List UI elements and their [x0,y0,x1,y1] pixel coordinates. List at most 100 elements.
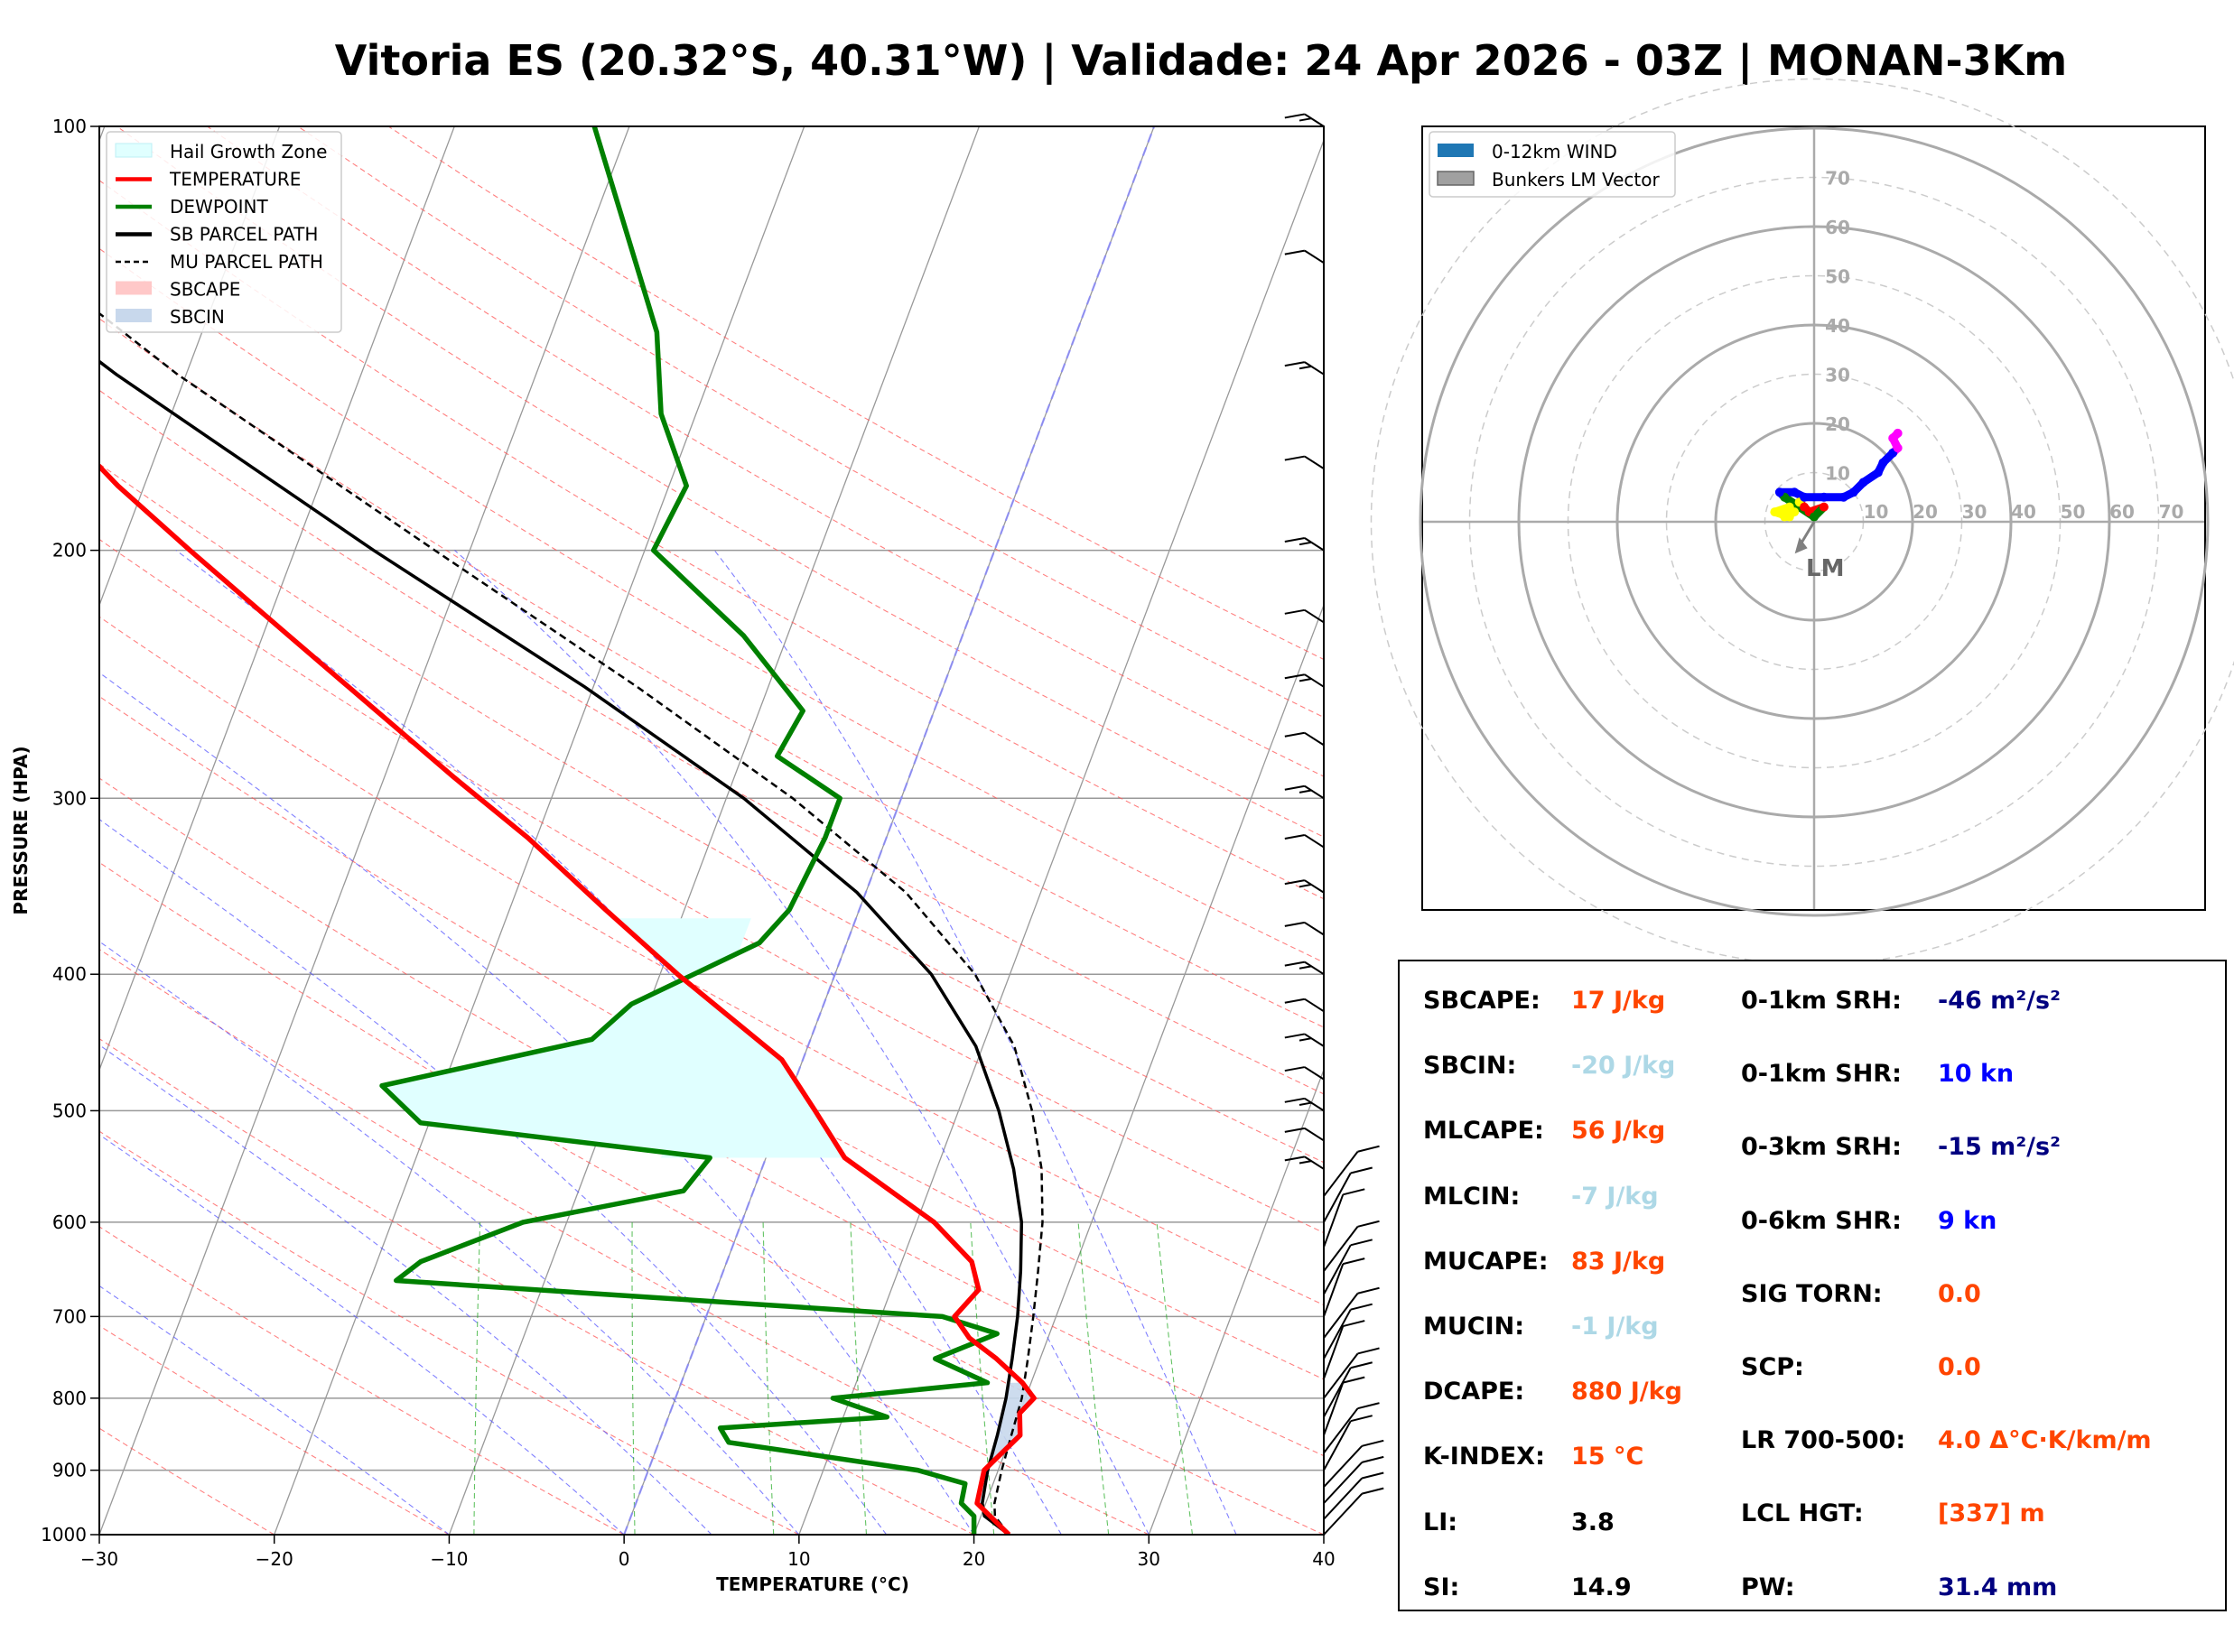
wind-barb-flag [1284,1066,1306,1072]
isotherm-line [973,603,1324,1535]
wind-barb-staff [1304,608,1325,624]
wind-barb-flag [1284,1155,1306,1162]
dry-adiabat [99,777,1324,1457]
wind-barb-flag [1362,1439,1384,1447]
y-tick-label: 200 [52,540,87,561]
wind-barb-staff [1304,1066,1325,1081]
hail-growth-zone [382,918,845,1158]
wind-barb-staff [1304,1097,1325,1112]
wind-barb-flag [1299,1101,1312,1106]
param-value: 17 J/kg [1571,987,1666,1015]
wind-barb-staff [1304,455,1325,469]
y-tick-label: 1000 [41,1524,87,1545]
wind-barb-flag [1284,784,1306,791]
wind-barb-staff [1304,961,1325,976]
y-tick-label: 600 [52,1211,87,1233]
dry-adiabat [207,126,1324,777]
legend-label: TEMPERATURE [169,169,301,190]
wind-barb-flag [1284,879,1306,886]
wind-barb-flag [1343,1376,1365,1384]
param-value: 0.0 [1938,1353,1981,1381]
param-label: SBCIN: [1423,1052,1517,1081]
wind-barb-staff [1323,1309,1352,1360]
wind-barb [1284,1066,1325,1081]
chart-title: Vitoria ES (20.32°S, 40.31°W) | Validade… [334,36,2068,85]
param-label: MUCAPE: [1423,1247,1549,1276]
legend-label: SB PARCEL PATH [170,224,318,246]
skewt-ylabel: PRESSURE (HPA) [10,746,32,914]
wind-barb-staff [1304,537,1325,552]
wind-barb-staff [1304,249,1325,265]
param-label: SCP: [1741,1353,1804,1381]
wind-barb-staff [1304,1155,1325,1170]
wind-barb-staff [1323,1445,1363,1488]
wind-barb-staff [1323,1352,1359,1399]
skewt-xlabel: TEMPERATURE (°C) [716,1573,909,1595]
wind-barb-staff [1304,834,1325,849]
dry-adiabat [99,1038,974,1535]
wind-barb [1323,1487,1384,1536]
wind-barb-staff [1304,784,1325,800]
dewpoint-line [379,126,1000,1535]
moist-adiabat [99,1044,712,1535]
dry-adiabat [99,1427,275,1535]
x-tick-label: 20 [963,1548,985,1570]
param-value: 4.0 Δ°C·K/km/m [1938,1426,2152,1455]
param-label: LI: [1423,1508,1458,1536]
y-tick-label: 500 [52,1100,87,1121]
moist-adiabat [99,818,888,1535]
param-value: 56 J/kg [1571,1117,1666,1146]
isotherm-line [798,138,1324,1535]
wind-barb-flag [1299,965,1312,970]
wind-barb-flag [1362,1487,1384,1495]
wind-barb-flag [1284,921,1306,927]
param-value: 31.4 mm [1938,1573,2058,1601]
param-value: [337] m [1938,1499,2045,1528]
wind-barb [1323,1376,1365,1436]
wind-barb [1284,961,1325,976]
wind-barb-staff [1323,1462,1363,1504]
wind-barb-flag [1299,1160,1312,1165]
wind-barb-flag [1357,1145,1380,1153]
moist-adiabat [99,1134,625,1535]
wind-barb-flag [1284,113,1306,119]
dry-adiabat [297,126,1324,719]
param-label: 0-1km SHR: [1741,1060,1902,1089]
dry-adiabat [99,948,1150,1535]
wind-barb-staff [1304,879,1325,894]
isotherm-line [274,126,805,1535]
wind-barb [1284,249,1325,265]
param-label: SBCAPE: [1423,987,1541,1015]
wind-barb [1323,1145,1380,1197]
moist-adiabat [713,550,1237,1535]
legend-swatch [115,143,153,158]
wind-barb [1323,1347,1380,1399]
param-value: 880 J/kg [1571,1378,1682,1406]
mixing-ratio-line [970,1221,995,1535]
wind-barb-flag [1343,1188,1365,1196]
mixing-ratio-line [762,1221,775,1535]
moist-adiabat [99,941,800,1535]
param-value: 3.8 [1571,1508,1615,1536]
wind-barb [1284,608,1325,624]
legend-label: SBCAPE [170,279,240,301]
legend-label: Hail Growth Zone [170,141,327,162]
legend-swatch [116,281,152,295]
x-tick-label: −30 [80,1548,118,1570]
x-tick-label: 30 [1138,1548,1160,1570]
param-label: LCL HGT: [1741,1499,1864,1528]
wind-barb-flag [1284,608,1306,615]
wind-barb-flag [1284,998,1306,1004]
param-value: 83 J/kg [1571,1247,1666,1276]
wind-barb-flag [1299,883,1312,888]
wind-barb-flag [1284,249,1306,255]
wind-barb [1284,361,1325,376]
x-tick-label: −20 [256,1548,293,1570]
wind-barb [1284,879,1325,894]
mu-parcel-path-line [99,311,1044,1535]
wind-barb-staff [1304,922,1325,936]
y-tick-label: 400 [52,963,87,985]
mixing-ratio-line [850,1221,868,1535]
wind-barb-flag [1350,1303,1373,1311]
